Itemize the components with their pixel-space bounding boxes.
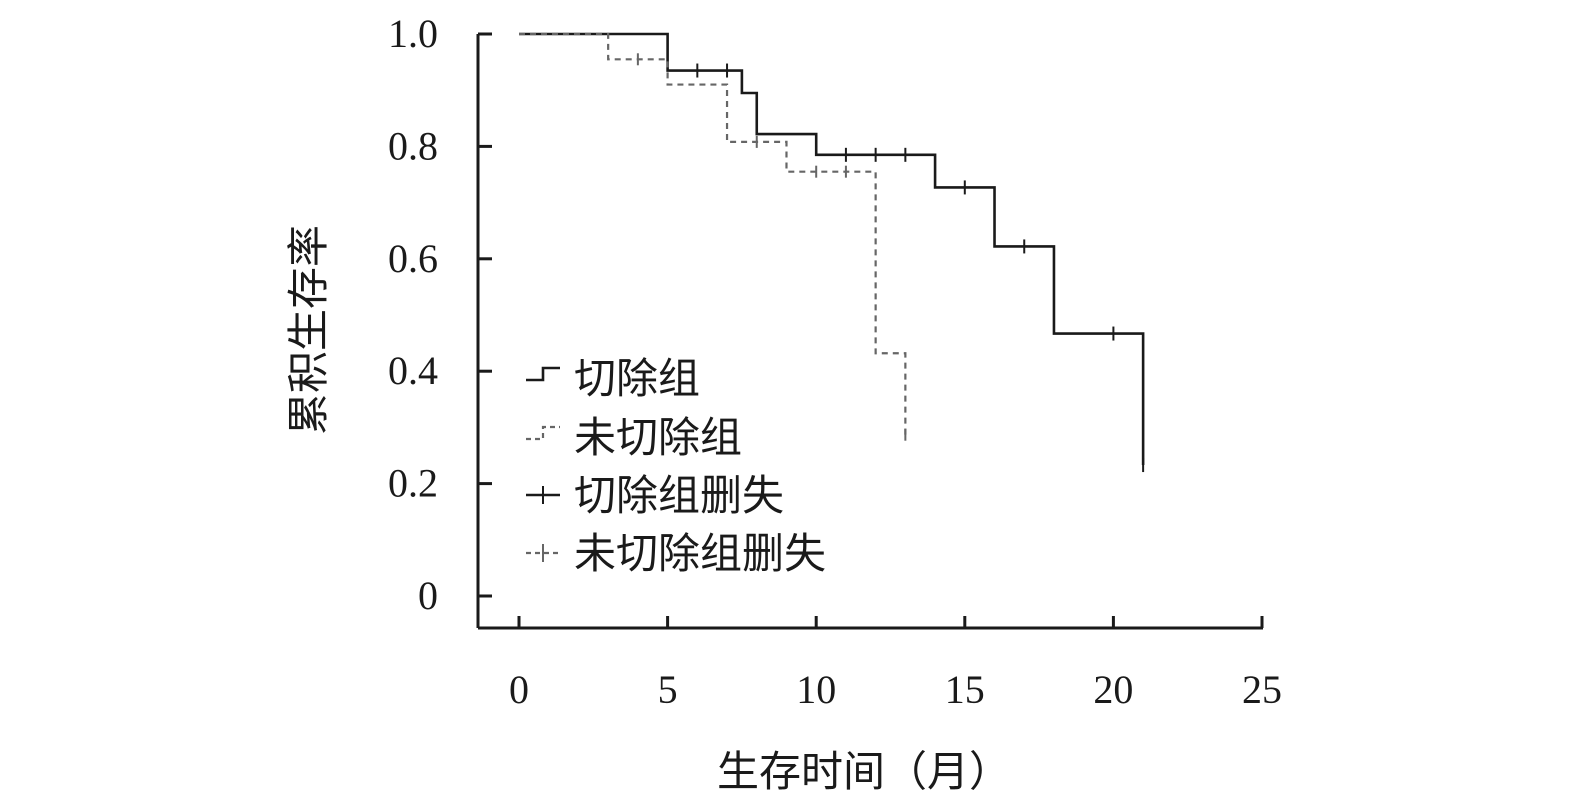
legend-label: 未切除组 (574, 413, 742, 462)
y-axis-title: 累积生存率 (284, 225, 333, 435)
x-axis-title: 生存时间（月） (717, 747, 1011, 796)
legend-item: 未切除组 (526, 413, 742, 462)
y-axis-ticks: 0 0.2 0.4 0.6 0.8 1.0 (388, 11, 492, 618)
legend-item: 未切除组删失 (526, 529, 826, 578)
y-tick-label: 0.4 (388, 348, 438, 393)
survival-step-line (519, 32, 1145, 466)
legend-symbol-step (526, 425, 560, 441)
legend-item: 切除组删失 (526, 471, 784, 520)
x-tick-label: 0 (509, 667, 529, 712)
x-tick-label: 10 (796, 667, 836, 712)
y-tick-label: 0.8 (388, 123, 438, 168)
axes (476, 34, 1263, 630)
series-layer (519, 32, 1145, 473)
x-tick-label: 25 (1242, 667, 1282, 712)
y-tick-label: 1.0 (388, 11, 438, 56)
x-tick-label: 5 (658, 667, 678, 712)
legend-label: 未切除组删失 (574, 529, 826, 578)
resected-group-series (519, 32, 1145, 473)
x-axis-ticks: 0 5 10 15 20 25 (509, 616, 1282, 712)
legend-item: 切除组 (526, 354, 700, 403)
x-tick-label: 15 (945, 667, 985, 712)
legend-symbol-step (526, 366, 560, 382)
x-tick-label: 20 (1093, 667, 1133, 712)
unresected-group-series (519, 32, 907, 441)
y-tick-label: 0.2 (388, 461, 438, 506)
y-tick-label: 0.6 (388, 236, 438, 281)
legend-label: 切除组删失 (574, 471, 784, 520)
survival-step-line (519, 32, 907, 435)
y-tick-label: 0 (418, 573, 438, 618)
legend-label: 切除组 (574, 354, 700, 403)
